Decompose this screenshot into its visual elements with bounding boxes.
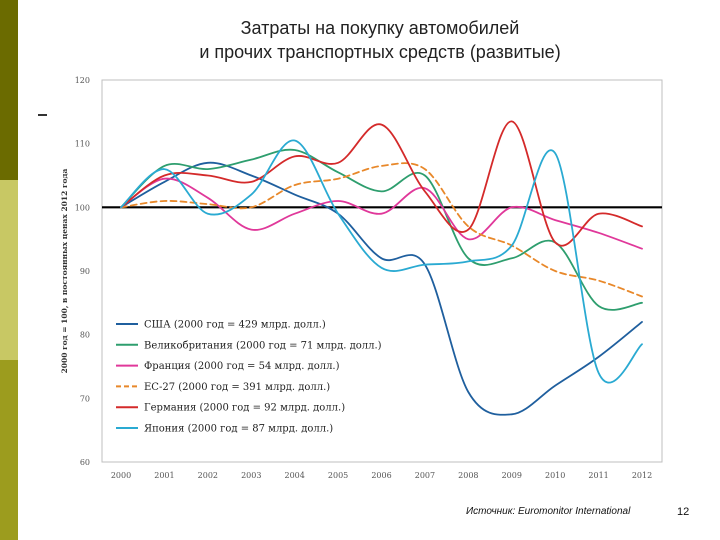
legend-label-2: Франция (2000 год = 54 млрд. долл.) bbox=[144, 361, 340, 372]
x-tick-label: 2000 bbox=[111, 471, 131, 480]
page-number: 12 bbox=[677, 506, 690, 518]
x-tick-label: 2010 bbox=[545, 471, 565, 480]
series-line-4 bbox=[120, 120, 643, 247]
y-tick-label: 110 bbox=[75, 140, 90, 149]
legend-label-3: ЕС-27 (2000 год = 391 млрд. долл.) bbox=[144, 382, 330, 393]
y-tick-label: 120 bbox=[75, 76, 90, 85]
series-line-3 bbox=[120, 162, 643, 298]
x-tick-label: 2012 bbox=[632, 471, 652, 480]
series-line-5 bbox=[120, 139, 643, 384]
legend-label-0: США (2000 год = 429 млрд. долл.) bbox=[144, 320, 326, 331]
legend-label-4: Германия (2000 год = 92 млрд. долл.) bbox=[144, 403, 345, 414]
slide-title-line-2: и прочих транспортных средств (развитые) bbox=[199, 42, 561, 62]
plot-frame bbox=[101, 79, 663, 463]
x-tick-label: 2011 bbox=[588, 471, 608, 480]
x-tick-label: 2008 bbox=[458, 471, 478, 480]
y-tick-label: 90 bbox=[80, 267, 90, 276]
x-tick-label: 2009 bbox=[502, 471, 522, 480]
x-tick-label: 2007 bbox=[415, 471, 435, 480]
legend-label-1: Великобритания (2000 год = 71 млрд. долл… bbox=[144, 340, 382, 351]
x-tick-label: 2006 bbox=[371, 471, 391, 480]
y-axis-label: 2000 год = 100, в постоянных ценах 2012 … bbox=[60, 168, 69, 373]
sidebar-decor-middle bbox=[0, 180, 18, 360]
source-note: Источник: Euromonitor International bbox=[466, 506, 631, 517]
x-tick-label: 2002 bbox=[198, 471, 218, 480]
y-tick-label: 100 bbox=[75, 203, 90, 212]
x-tick-label: 2004 bbox=[284, 471, 304, 480]
y-tick-label: 70 bbox=[80, 394, 90, 403]
bullet-dash bbox=[38, 114, 47, 116]
x-tick-label: 2001 bbox=[154, 471, 174, 480]
legend-label-5: Япония (2000 год = 87 млрд. долл.) bbox=[144, 424, 333, 435]
sidebar-decor-top bbox=[0, 0, 18, 180]
x-tick-label: 2005 bbox=[328, 471, 348, 480]
y-tick-label: 60 bbox=[80, 458, 90, 467]
x-tick-label: 2003 bbox=[241, 471, 261, 480]
slide-title-line-1: Затраты на покупку автомобилей bbox=[240, 18, 520, 38]
sidebar-decor-bottom bbox=[0, 360, 18, 540]
y-tick-label: 80 bbox=[80, 331, 90, 340]
series-line-2 bbox=[120, 177, 643, 250]
slide-title: Затраты на покупку автомобилей и прочих … bbox=[100, 16, 660, 64]
series-line-0 bbox=[120, 161, 643, 416]
